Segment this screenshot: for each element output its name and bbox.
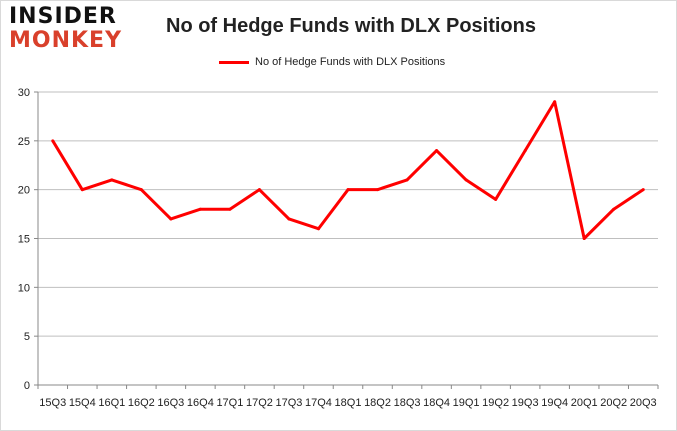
- legend-label: No of Hedge Funds with DLX Positions: [255, 56, 446, 68]
- data-point: [198, 207, 202, 211]
- x-tick-label: 16Q3: [157, 397, 184, 409]
- x-tick-label: 18Q1: [335, 397, 362, 409]
- y-tick-label: 10: [18, 282, 30, 294]
- x-tick-label: 15Q4: [69, 397, 96, 409]
- data-point: [641, 188, 645, 192]
- y-tick-label: 15: [18, 234, 30, 246]
- data-point: [612, 207, 616, 211]
- x-tick-label: 18Q3: [394, 397, 421, 409]
- y-tick-label: 5: [24, 331, 30, 343]
- data-point: [80, 188, 84, 192]
- insider-monkey-logo: INSIDER MONKEY: [9, 5, 129, 55]
- x-tick-label: 20Q2: [600, 397, 627, 409]
- data-point: [376, 188, 380, 192]
- series-line: [51, 100, 645, 240]
- x-tick-label: 19Q4: [541, 397, 568, 409]
- y-tick-label: 20: [18, 185, 30, 197]
- x-tick-label: 16Q2: [128, 397, 155, 409]
- data-point: [494, 197, 498, 201]
- y-tick-label: 0: [24, 380, 30, 392]
- logo-line2: MONKEY: [9, 28, 123, 53]
- x-tick-label: 19Q2: [482, 397, 509, 409]
- x-tick-label: 19Q1: [453, 397, 480, 409]
- x-tick-label: 20Q1: [571, 397, 598, 409]
- data-point: [316, 227, 320, 231]
- x-tick-label: 16Q4: [187, 397, 214, 409]
- data-point: [228, 207, 232, 211]
- logo-line1: INSIDER: [9, 4, 117, 29]
- x-tick-label: 17Q4: [305, 397, 332, 409]
- data-point: [346, 188, 350, 192]
- data-point: [523, 149, 527, 153]
- x-tick-label: 18Q4: [423, 397, 450, 409]
- x-tick-label: 17Q1: [216, 397, 243, 409]
- data-point: [553, 100, 557, 104]
- x-tick-label: 16Q1: [98, 397, 125, 409]
- data-point: [464, 178, 468, 182]
- x-tick-label: 17Q3: [275, 397, 302, 409]
- data-point: [169, 217, 173, 221]
- data-point: [51, 139, 55, 143]
- data-point: [582, 237, 586, 240]
- x-tick-label: 19Q3: [512, 397, 539, 409]
- y-tick-label: 25: [18, 136, 30, 148]
- data-point: [435, 149, 439, 153]
- data-point: [405, 178, 409, 182]
- legend-swatch: [219, 60, 249, 64]
- data-point: [287, 217, 291, 221]
- x-tick-label: 20Q3: [630, 397, 657, 409]
- data-point: [110, 178, 114, 182]
- chart-title: No of Hedge Funds with DLX Positions: [166, 15, 536, 37]
- data-point: [139, 188, 143, 192]
- y-tick-label: 30: [18, 87, 30, 99]
- legend: No of Hedge Funds with DLX Positions: [219, 56, 445, 68]
- x-tick-label: 18Q2: [364, 397, 391, 409]
- x-tick-label: 17Q2: [246, 397, 273, 409]
- data-point: [257, 188, 261, 192]
- x-tick-label: 15Q3: [39, 397, 66, 409]
